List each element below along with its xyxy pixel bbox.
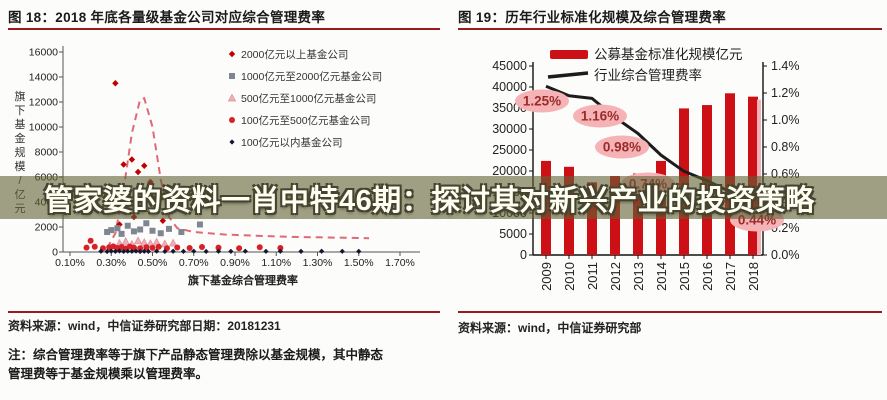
svg-text:1.10%: 1.10% [261,257,291,269]
svg-text:2013: 2013 [631,262,646,291]
figure-19-combo-chart: 0500010000150002000025000300003500040000… [458,34,887,315]
svg-text:16000: 16000 [29,47,58,59]
svg-text:行业综合管理费率: 行业综合管理费率 [594,67,702,83]
watermark-headline: 管家婆的资料一肖中特46期：探讨其对新兴产业的投资策略 [44,184,815,217]
svg-text:模: 模 [15,160,26,173]
svg-text:1.25%: 1.25% [523,94,561,109]
scatter-svg: 02000400060008000100001200014000160000.1… [15,46,420,287]
svg-text:0.10%: 0.10% [55,257,85,269]
svg-text:0.98%: 0.98% [603,140,641,155]
series-square [104,220,203,237]
svg-text:25000: 25000 [492,143,527,157]
svg-text:金: 金 [15,131,26,145]
svg-text:40000: 40000 [492,80,527,94]
bar-2018 [748,96,758,255]
svg-text:5000: 5000 [499,227,527,241]
svg-text:0.8%: 0.8% [771,140,800,154]
figure-18-source: 资料来源：wind，中信证券研究部日期：20181231 [8,317,281,334]
svg-text:1.4%: 1.4% [771,59,800,73]
svg-text:2000亿元以上基金公司: 2000亿元以上基金公司 [241,48,348,61]
svg-text:1.70%: 1.70% [385,257,415,269]
combo-svg: 0500010000150002000025000300003500040000… [492,46,800,291]
svg-text:1.30%: 1.30% [303,257,333,269]
svg-text:0.0%: 0.0% [771,248,800,262]
svg-text:旗: 旗 [15,89,26,103]
svg-text:20000: 20000 [492,164,527,178]
svg-text:2012: 2012 [608,262,623,291]
svg-text:2009: 2009 [539,262,554,291]
svg-text:0.30%: 0.30% [96,257,126,269]
scatter-legend: 2000亿元以上基金公司 1000亿元至2000亿元基金公司 500亿元至1000亿… [227,48,382,149]
svg-text:1000亿元至2000亿元基金公司: 1000亿元至2000亿元基金公司 [241,70,382,83]
figure-19-title-underline [458,28,882,30]
svg-text:2017: 2017 [723,262,738,291]
figure-19-source: 资料来源：wind，中信证券研究部 [458,319,641,336]
note-line-1: 注：综合管理费率等于旗下产品静态管理费除以基金规模，其中静态 [8,348,384,362]
svg-text:100亿元以内基金公司: 100亿元以内基金公司 [241,136,343,149]
series-circle [83,237,284,252]
figure-19-title: 图 19：历年行业标准化规模及综合管理费率 [458,10,727,25]
note-line-2: 管理费等于基金规模乘以管理费率。 [8,367,209,381]
svg-text:2015: 2015 [677,262,692,291]
figure-18-title: 图 18：2018 年底各量级基金公司对应综合管理费率 [8,10,326,25]
figure-18-note: 注：综合管理费率等于旗下产品静态管理费除以基金规模，其中静态 管理费等于基金规模乘… [8,346,383,384]
density-curve [106,96,370,249]
figure-18-scatter-chart: 02000400060008000100001200014000160000.1… [8,34,445,311]
svg-text:12000: 12000 [29,97,58,109]
svg-text:2000: 2000 [35,222,59,234]
svg-text:2018: 2018 [746,262,761,291]
watermark-banner: 管家婆的资料一肖中特46期：探讨其对新兴产业的投资策略 [0,176,887,219]
svg-text:500亿元至1000亿元基金公司: 500亿元至1000亿元基金公司 [241,92,376,105]
svg-text:2011: 2011 [585,262,600,290]
svg-text:30000: 30000 [492,122,527,136]
svg-text:规: 规 [15,145,26,159]
svg-text:0.70%: 0.70% [179,257,209,269]
svg-text:45000: 45000 [492,59,527,73]
svg-text:0.90%: 0.90% [220,257,250,269]
figure-19-footer-rule [458,311,882,313]
svg-text:14000: 14000 [29,72,58,84]
series-small-diamond [98,248,362,255]
svg-text:2016: 2016 [700,262,715,291]
svg-text:0: 0 [52,247,58,259]
svg-text:8000: 8000 [35,147,59,159]
figure-18-title-underline [8,28,440,30]
figure-18-footer-rule [8,311,440,313]
svg-text:1.0%: 1.0% [771,113,800,127]
svg-text:公募基金标准化规模亿元: 公募基金标准化规模亿元 [594,46,743,62]
svg-text:2010: 2010 [562,262,577,291]
svg-text:100亿元至500亿元基金公司: 100亿元至500亿元基金公司 [241,114,371,127]
svg-text:1.2%: 1.2% [771,86,800,100]
svg-text:1.50%: 1.50% [344,257,374,269]
svg-text:10000: 10000 [29,122,58,134]
svg-text:2014: 2014 [654,262,669,291]
svg-text:基: 基 [15,118,26,131]
svg-text:0: 0 [520,248,527,262]
svg-text:旗下基金综合管理费率: 旗下基金综合管理费率 [188,273,298,287]
svg-text:1.16%: 1.16% [581,109,619,124]
bar-2017 [725,93,735,255]
figure-18-source-text: 资料来源：wind，中信证券研究部日期：20181231 [8,319,281,333]
svg-text:0.50%: 0.50% [138,257,168,269]
svg-text:下: 下 [15,105,26,117]
figure-19-source-text: 资料来源：wind，中信证券研究部 [458,321,642,335]
